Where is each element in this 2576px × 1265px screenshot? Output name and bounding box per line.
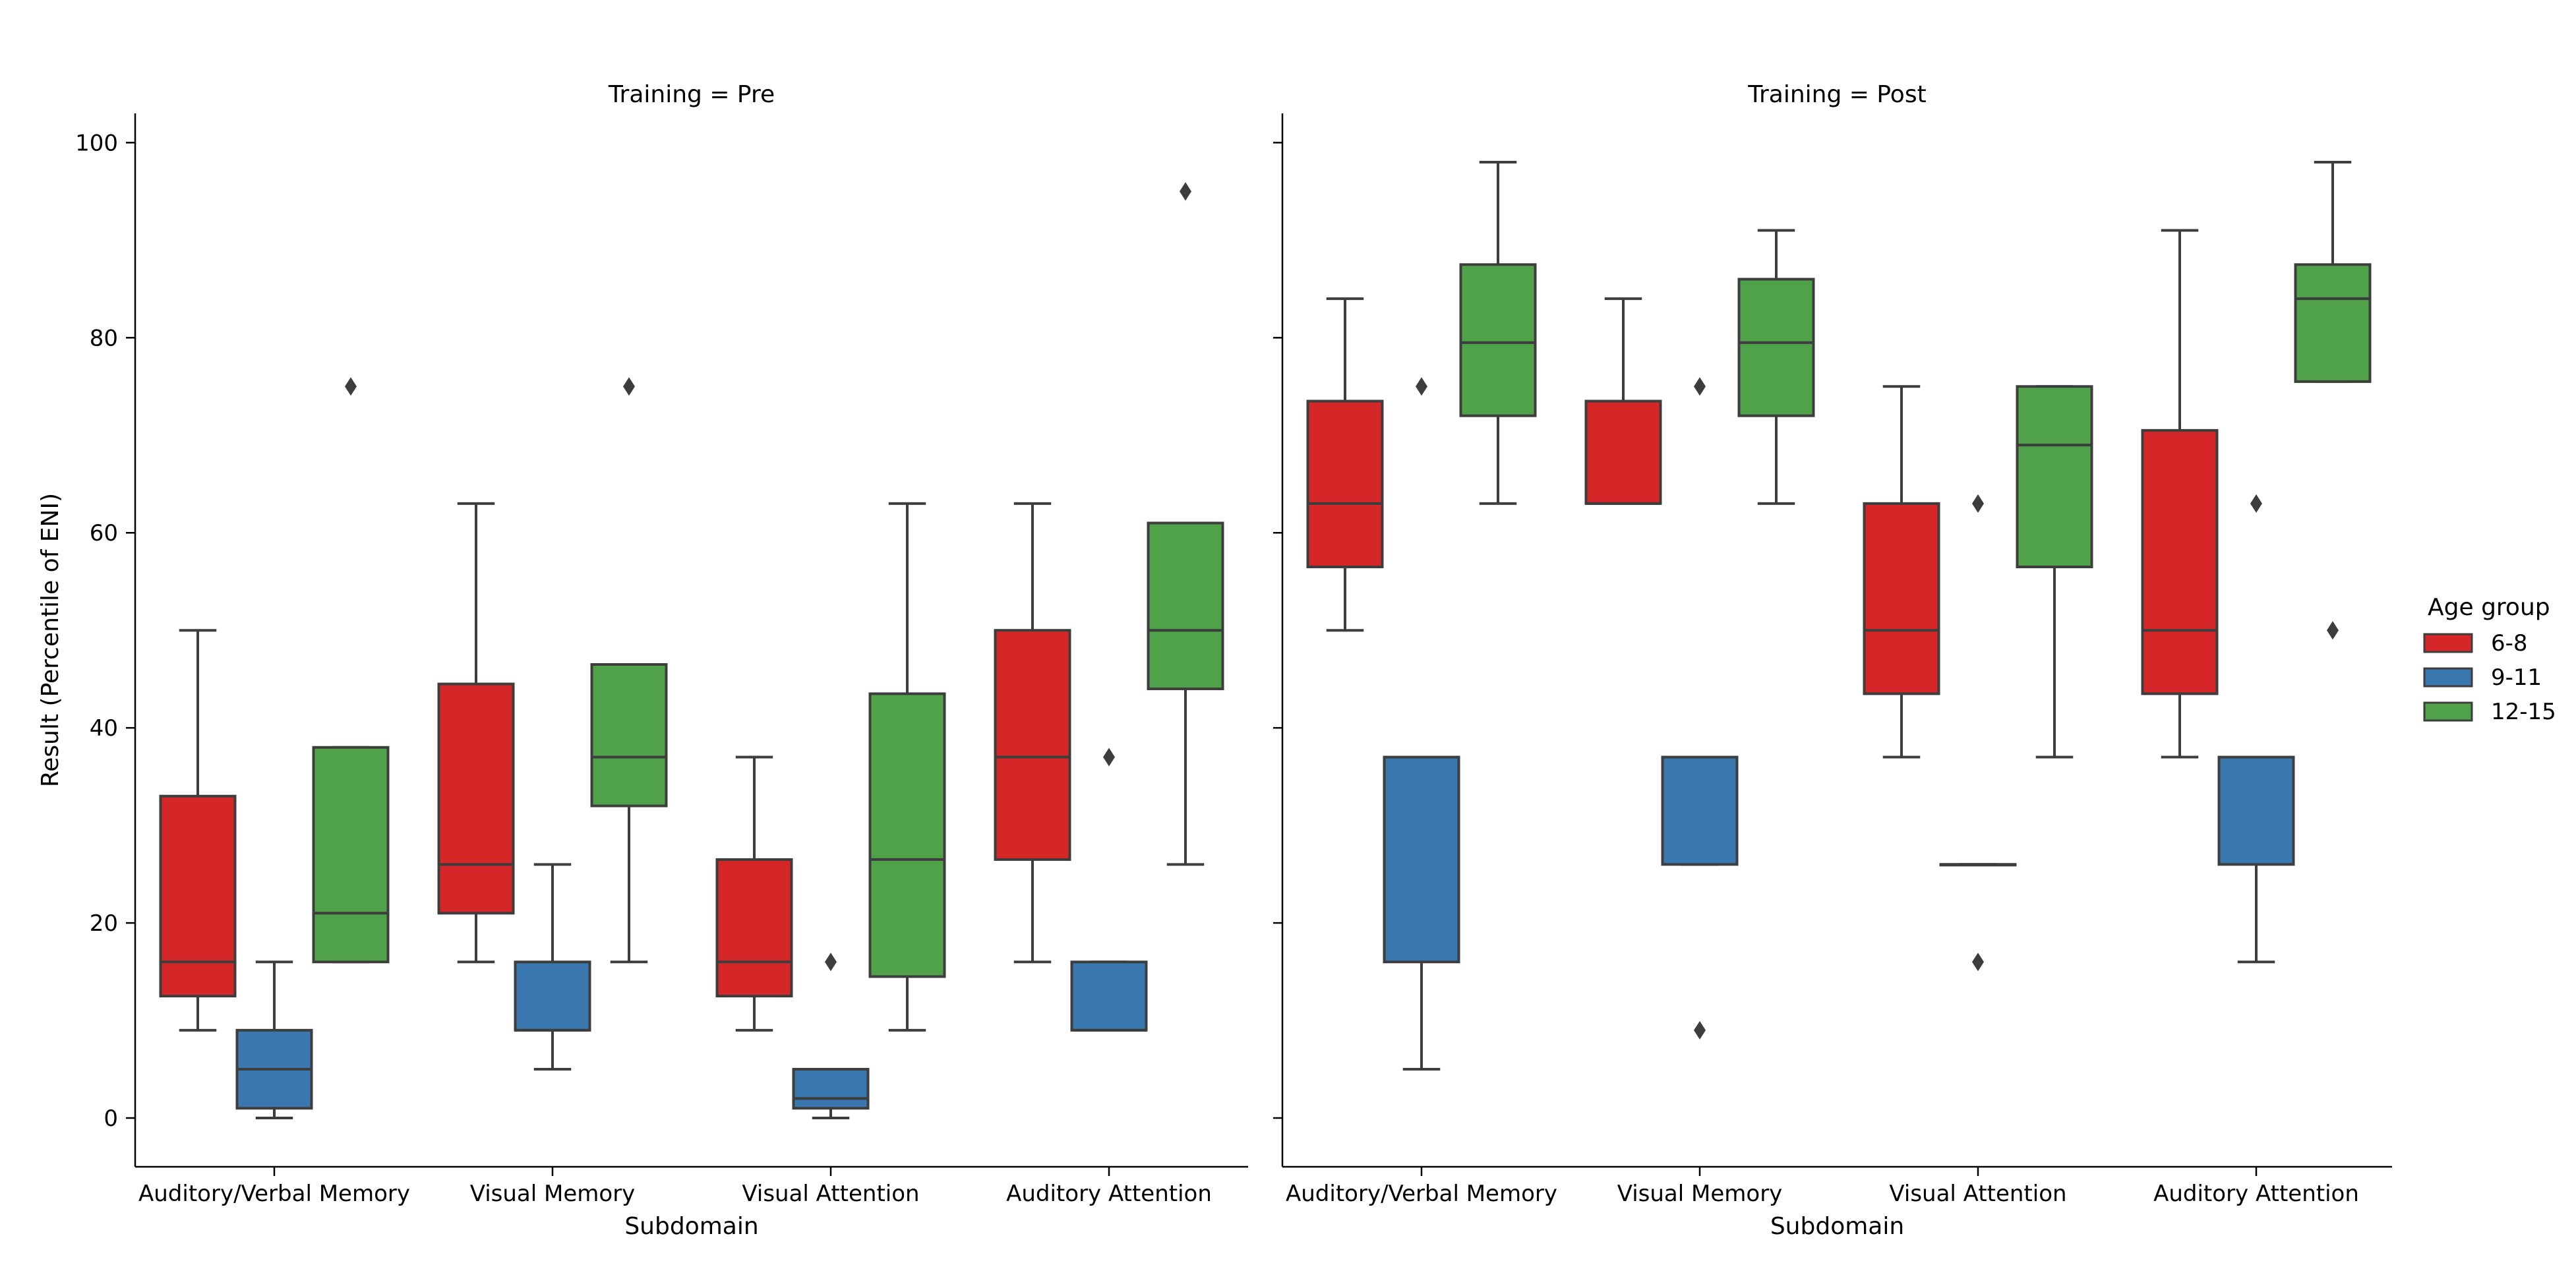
legend-item-9-11: 9-11 [2423, 664, 2542, 691]
box-iqr [1863, 502, 1940, 695]
box-9-11 [792, 953, 870, 1120]
y-tick-label: 100 [75, 130, 118, 156]
box-iqr [437, 682, 515, 915]
x-tick-label: Auditory Attention [1006, 1181, 1212, 1207]
box-12-15 [2294, 160, 2372, 640]
y-tick-label: 20 [90, 910, 118, 937]
y-tick-label: 0 [104, 1105, 118, 1132]
box-12-15 [2016, 385, 2093, 759]
y-tick-label: 60 [90, 520, 118, 546]
outlier-marker [1694, 377, 1706, 396]
box-12-15 [1737, 229, 1815, 505]
legend-swatch [2423, 701, 2473, 722]
x-tick-label: Auditory/Verbal Memory [1286, 1181, 1557, 1207]
outlier-marker [2250, 494, 2262, 513]
x-axis-label: Subdomain [624, 1213, 758, 1240]
legend-title: Age group [2428, 594, 2550, 621]
outlier-marker [345, 377, 357, 396]
box-iqr [159, 794, 237, 998]
outlier-marker [1180, 182, 1191, 201]
outlier-marker [825, 953, 837, 972]
box-iqr [1737, 278, 1815, 417]
box-9-11 [514, 863, 591, 1071]
box-6-8 [994, 502, 1071, 964]
box-iqr [1306, 399, 1384, 569]
x-tick-label: Auditory Attention [2153, 1181, 2359, 1207]
box-iqr [1147, 521, 1224, 690]
x-tick-label: Visual Attention [742, 1181, 919, 1207]
legend-swatch [2423, 667, 2473, 688]
box-9-11 [235, 960, 313, 1120]
box-6-8 [1306, 297, 1384, 632]
legend: Age group 6-8 9-11 12-15 [2423, 594, 2556, 725]
outlier-marker [1972, 494, 1984, 513]
box-12-15 [590, 377, 668, 964]
box-6-8 [159, 629, 237, 1032]
box-6-8 [1863, 385, 1940, 759]
panels: Training = Pre 0 20 40 60 80 100 Auditory/Verba… [37, 81, 2392, 1240]
x-axis-label: Subdomain [1770, 1213, 1904, 1240]
box-iqr [868, 692, 946, 978]
box-iqr [312, 746, 390, 964]
panel-title: Training = Pre [608, 81, 775, 108]
box-6-8 [715, 755, 793, 1032]
legend-label: 6-8 [2491, 630, 2528, 657]
box-6-8 [2141, 229, 2219, 759]
box-iqr [1383, 755, 1460, 964]
panel-pre: Training = Pre 0 20 40 60 80 100 Auditory/Verba… [75, 81, 1248, 1240]
box-12-15 [1459, 160, 1537, 505]
box-9-11 [1383, 377, 1460, 1071]
box-9-11 [1939, 494, 2017, 972]
legend-label: 12-15 [2491, 699, 2556, 725]
outlier-marker [1972, 953, 1984, 972]
box-iqr [2016, 385, 2093, 569]
box-iqr [1661, 755, 1739, 866]
box-6-8 [1584, 297, 1662, 505]
outlier-marker [2327, 621, 2339, 640]
box-9-11 [1070, 748, 1148, 1032]
box-9-11 [2217, 494, 2295, 964]
outlier-marker [623, 377, 635, 396]
box-iqr [1459, 263, 1537, 417]
outlier-marker [1416, 377, 1427, 396]
legend-label: 9-11 [2491, 664, 2542, 691]
y-axis-label: Result (Percentile of ENI) [37, 493, 64, 787]
box-iqr [2294, 263, 2372, 383]
box-12-15 [1147, 182, 1224, 866]
box-iqr [1584, 399, 1662, 505]
box-iqr [1070, 960, 1148, 1032]
box-6-8 [437, 502, 515, 964]
box-iqr [715, 858, 793, 998]
box-iqr [590, 662, 668, 808]
y-tick-label: 80 [90, 325, 118, 351]
x-tick-label: Visual Attention [1889, 1181, 2066, 1207]
x-tick-label: Auditory/Verbal Memory [138, 1181, 410, 1207]
legend-item-6-8: 6-8 [2423, 630, 2528, 657]
box-iqr [994, 629, 1071, 861]
box-iqr [514, 960, 591, 1032]
panel-post: Training = Post Auditory/Verbal Memory Vis… [1273, 81, 2392, 1240]
box-iqr [2217, 755, 2295, 866]
box-iqr [2141, 428, 2219, 695]
x-tick-label: Visual Memory [1617, 1181, 1783, 1207]
x-tick-label: Visual Memory [470, 1181, 636, 1207]
legend-swatch [2423, 633, 2473, 653]
box-12-15 [868, 502, 946, 1032]
box-9-11 [1661, 377, 1739, 1040]
box-12-15 [312, 377, 390, 964]
legend-item-12-15: 12-15 [2423, 699, 2556, 725]
y-tick-label: 40 [90, 715, 118, 742]
outlier-marker [1103, 748, 1115, 767]
panel-title: Training = Post [1747, 81, 1926, 108]
outlier-marker [1694, 1020, 1706, 1040]
box-iqr [792, 1068, 870, 1110]
